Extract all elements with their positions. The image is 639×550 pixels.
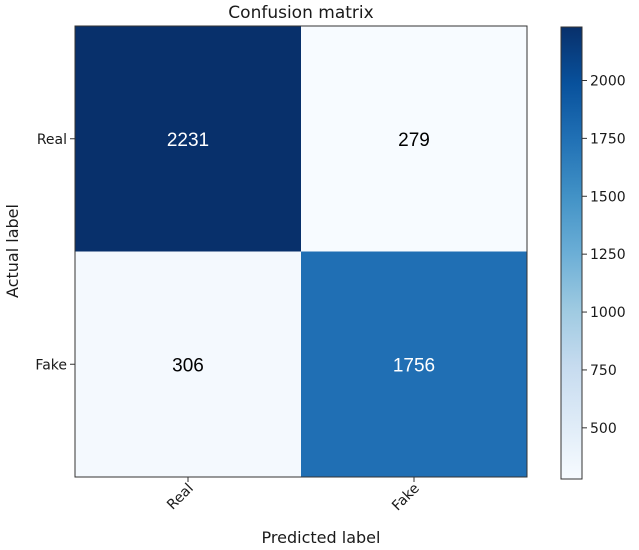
heatmap-cell <box>301 26 527 252</box>
heatmap-cell <box>301 251 527 477</box>
y-tick-label: Real <box>37 132 67 148</box>
heatmap-cell-value: 2231 <box>167 130 209 151</box>
chart-title: Confusion matrix <box>228 3 373 23</box>
heatmap-cell <box>75 251 301 477</box>
colorbar-tick-label: 1500 <box>590 189 626 205</box>
colorbar-tick-label: 750 <box>590 363 617 379</box>
y-axis-label: Actual label <box>3 204 22 298</box>
heatmap-cell-labels: 2231 279 306 1756 <box>167 130 435 377</box>
colorbar-tick-label: 1750 <box>590 131 626 147</box>
heatmap-cell-value: 279 <box>398 130 430 151</box>
x-tick-label: Fake <box>389 481 423 515</box>
heatmap-cells <box>75 26 527 477</box>
colorbar-tick-label: 1000 <box>590 305 626 321</box>
y-axis-ticks: Real Fake <box>35 132 75 373</box>
colorbar-tick-label: 1250 <box>590 247 626 263</box>
heatmap-cell-value: 306 <box>172 355 204 376</box>
heatmap-cell <box>75 26 301 252</box>
plot-frame <box>74 25 528 478</box>
heatmap-cell-value: 1756 <box>393 355 435 376</box>
colorbar <box>560 26 583 480</box>
x-axis-label: Predicted label <box>262 528 381 547</box>
colorbar-tick-label: 500 <box>590 421 617 437</box>
y-tick-label: Fake <box>35 357 67 373</box>
colorbar-ticks: 500 750 1000 1250 1500 1750 2000 <box>582 73 626 437</box>
x-tick-label: Real <box>164 481 197 514</box>
colorbar-tick-label: 2000 <box>590 73 626 89</box>
x-axis-ticks: Real Fake <box>164 477 423 514</box>
